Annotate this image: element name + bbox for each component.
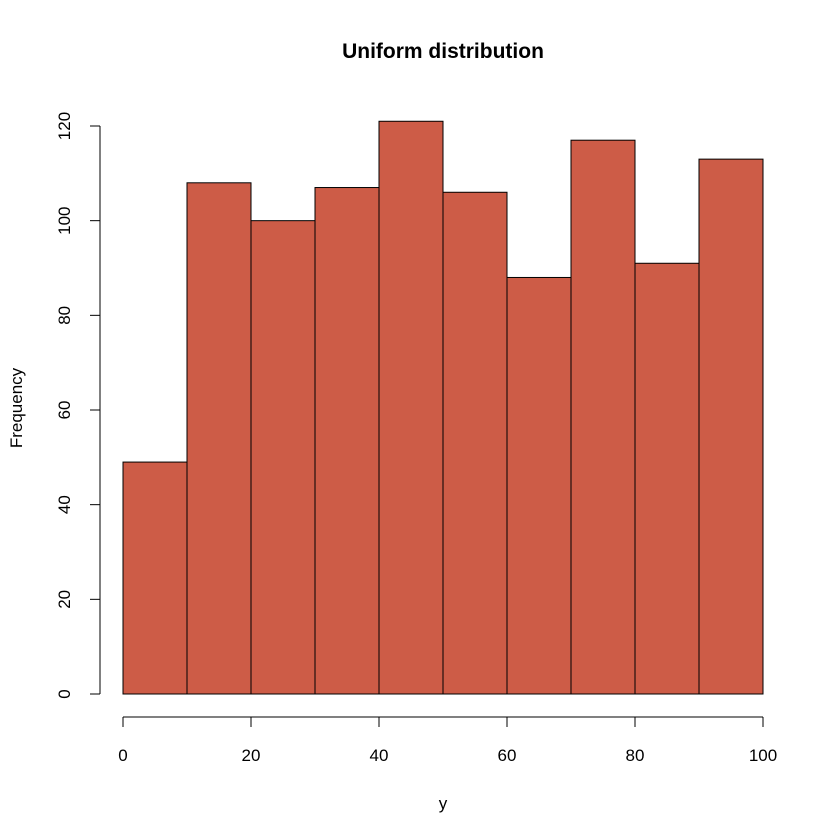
x-tick-label: 100 xyxy=(749,746,777,765)
x-tick-label: 60 xyxy=(498,746,517,765)
histogram-bar-10 xyxy=(698,158,764,695)
y-tick-label: 40 xyxy=(55,495,74,514)
x-axis: 0 20 40 60 80 100 xyxy=(118,716,777,765)
x-tick-label: 80 xyxy=(626,746,645,765)
y-tick-label: 60 xyxy=(55,401,74,420)
histogram-bar-1 xyxy=(122,461,188,695)
histogram-bar-4 xyxy=(314,187,380,695)
histogram-bar-7 xyxy=(506,276,572,695)
chart-title: Uniform distribution xyxy=(342,40,544,63)
histogram-bar-9 xyxy=(634,262,700,695)
y-tick-label: 20 xyxy=(55,590,74,609)
y-tick-label: 0 xyxy=(55,689,74,698)
bars-group xyxy=(122,120,764,695)
histogram-bar-5 xyxy=(378,120,444,695)
x-tick-label: 0 xyxy=(118,746,127,765)
x-tick-label: 40 xyxy=(370,746,389,765)
y-tick-label: 80 xyxy=(55,306,74,325)
histogram-bar-3 xyxy=(250,220,316,695)
y-tick-label: 120 xyxy=(55,112,74,140)
y-axis-label: Frequency xyxy=(7,367,26,448)
x-tick-label: 20 xyxy=(242,746,261,765)
x-axis-label: y xyxy=(439,794,448,813)
y-tick-label: 100 xyxy=(55,206,74,234)
histogram-bar-6 xyxy=(442,191,508,695)
histogram-bar-8 xyxy=(570,139,636,695)
histogram-bar-2 xyxy=(186,182,252,695)
y-axis: 0 20 40 60 80 100 120 xyxy=(55,112,101,699)
